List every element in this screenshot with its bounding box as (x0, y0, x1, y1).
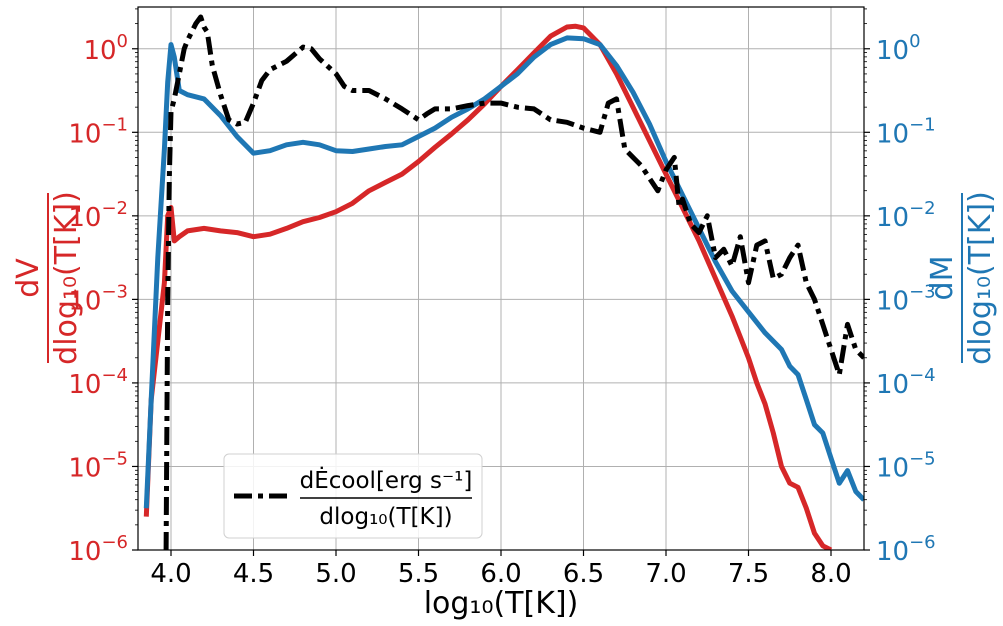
series-line-dM (143, 35, 864, 509)
y-right-tick-exp: −2 (909, 198, 936, 219)
y-right-tick-base: 10 (876, 36, 909, 66)
y-left-tick-base: 10 (68, 370, 101, 400)
y-left-numerator: dV (11, 258, 46, 298)
y-left-tick-label: 10−4 (68, 365, 128, 400)
y-right-tick-base: 10 (876, 119, 909, 149)
y-left-tick-base: 10 (83, 36, 116, 66)
legend-box (223, 453, 483, 539)
y-right-tick-exp: 0 (909, 31, 920, 52)
x-tick-label: 6.5 (563, 559, 604, 589)
y-left-tick-label: 100 (83, 31, 128, 66)
series-line-dEcool (163, 14, 864, 550)
y-left-tick-label: 10−1 (68, 114, 128, 149)
x-tick-label: 4.5 (233, 559, 274, 589)
x-tick-label: 7.0 (645, 559, 686, 589)
y-right-tick-label: 10−4 (876, 365, 936, 400)
y-left-tick-base: 10 (68, 119, 101, 149)
y-right-numerator: dM (925, 256, 960, 301)
legend-denominator: dlog₁₀(T[K]) (319, 504, 452, 530)
y-left-tick-label: 10−5 (68, 448, 128, 483)
x-tick-label: 4.0 (150, 559, 191, 589)
y-right-tick-label: 10−5 (876, 448, 936, 483)
legend: dĖcool[erg s⁻¹] dlog₁₀(T[K]) (223, 453, 483, 539)
y-right-tick-exp: −3 (909, 281, 936, 302)
x-tick-label: 5.0 (315, 559, 356, 589)
y-right-tick-exp: −1 (909, 114, 936, 135)
y-right-tick-base: 10 (876, 203, 909, 233)
y-left-tick-exp: −4 (101, 365, 128, 386)
y-right-tick-label: 10−3 (876, 281, 936, 316)
y-right-tick-base: 10 (876, 286, 909, 316)
y-right-tick-label: 10−6 (876, 532, 936, 567)
y-left-tick-exp: −6 (101, 532, 128, 553)
x-tick-label: 6.0 (480, 559, 521, 589)
y-right-tick-label: 100 (876, 31, 921, 66)
y-left-tick-base: 10 (68, 286, 101, 316)
y-left-tick-exp: 0 (117, 31, 128, 52)
y-left-tick-base: 10 (68, 453, 101, 483)
y-right-tick-base: 10 (876, 370, 909, 400)
y-right-tick-label: 10−1 (876, 114, 936, 149)
y-right-tick-exp: −4 (909, 365, 936, 386)
y-left-tick-exp: −3 (101, 281, 128, 302)
x-tick-label: 8.0 (810, 559, 851, 589)
legend-numerator: dĖcool[erg s⁻¹] (300, 466, 473, 494)
y-right-denominator: dlog₁₀(T[K]) (963, 191, 998, 365)
x-tick-label: 7.5 (728, 559, 769, 589)
y-left-tick-label: 10−6 (68, 532, 128, 567)
x-axis-label: log₁₀(T[K]) (424, 586, 579, 621)
y-left-tick-base: 10 (68, 203, 101, 233)
y-left-tick-exp: −2 (101, 198, 128, 219)
x-tick-label: 5.5 (398, 559, 439, 589)
y-left-denominator: dlog₁₀(T[K]) (49, 191, 84, 365)
y-left-tick-base: 10 (68, 537, 101, 567)
y-right-tick-exp: −5 (909, 448, 936, 469)
y-axis-label-left: dV dlog₁₀(T[K]) (11, 191, 84, 365)
y-right-tick-label: 10−2 (876, 198, 936, 233)
grid-layer (138, 7, 864, 550)
y-right-tick-exp: −6 (909, 532, 936, 553)
y-left-tick-exp: −1 (101, 114, 128, 135)
y-left-tick-label: 10−2 (68, 198, 128, 233)
y-axis-label-right: dM dlog₁₀(T[K]) (925, 191, 998, 365)
y-right-tick-base: 10 (876, 453, 909, 483)
series-layer (143, 14, 864, 550)
y-left-tick-exp: −5 (101, 448, 128, 469)
y-left-tick-label: 10−3 (68, 281, 128, 316)
y-right-tick-base: 10 (876, 537, 909, 567)
